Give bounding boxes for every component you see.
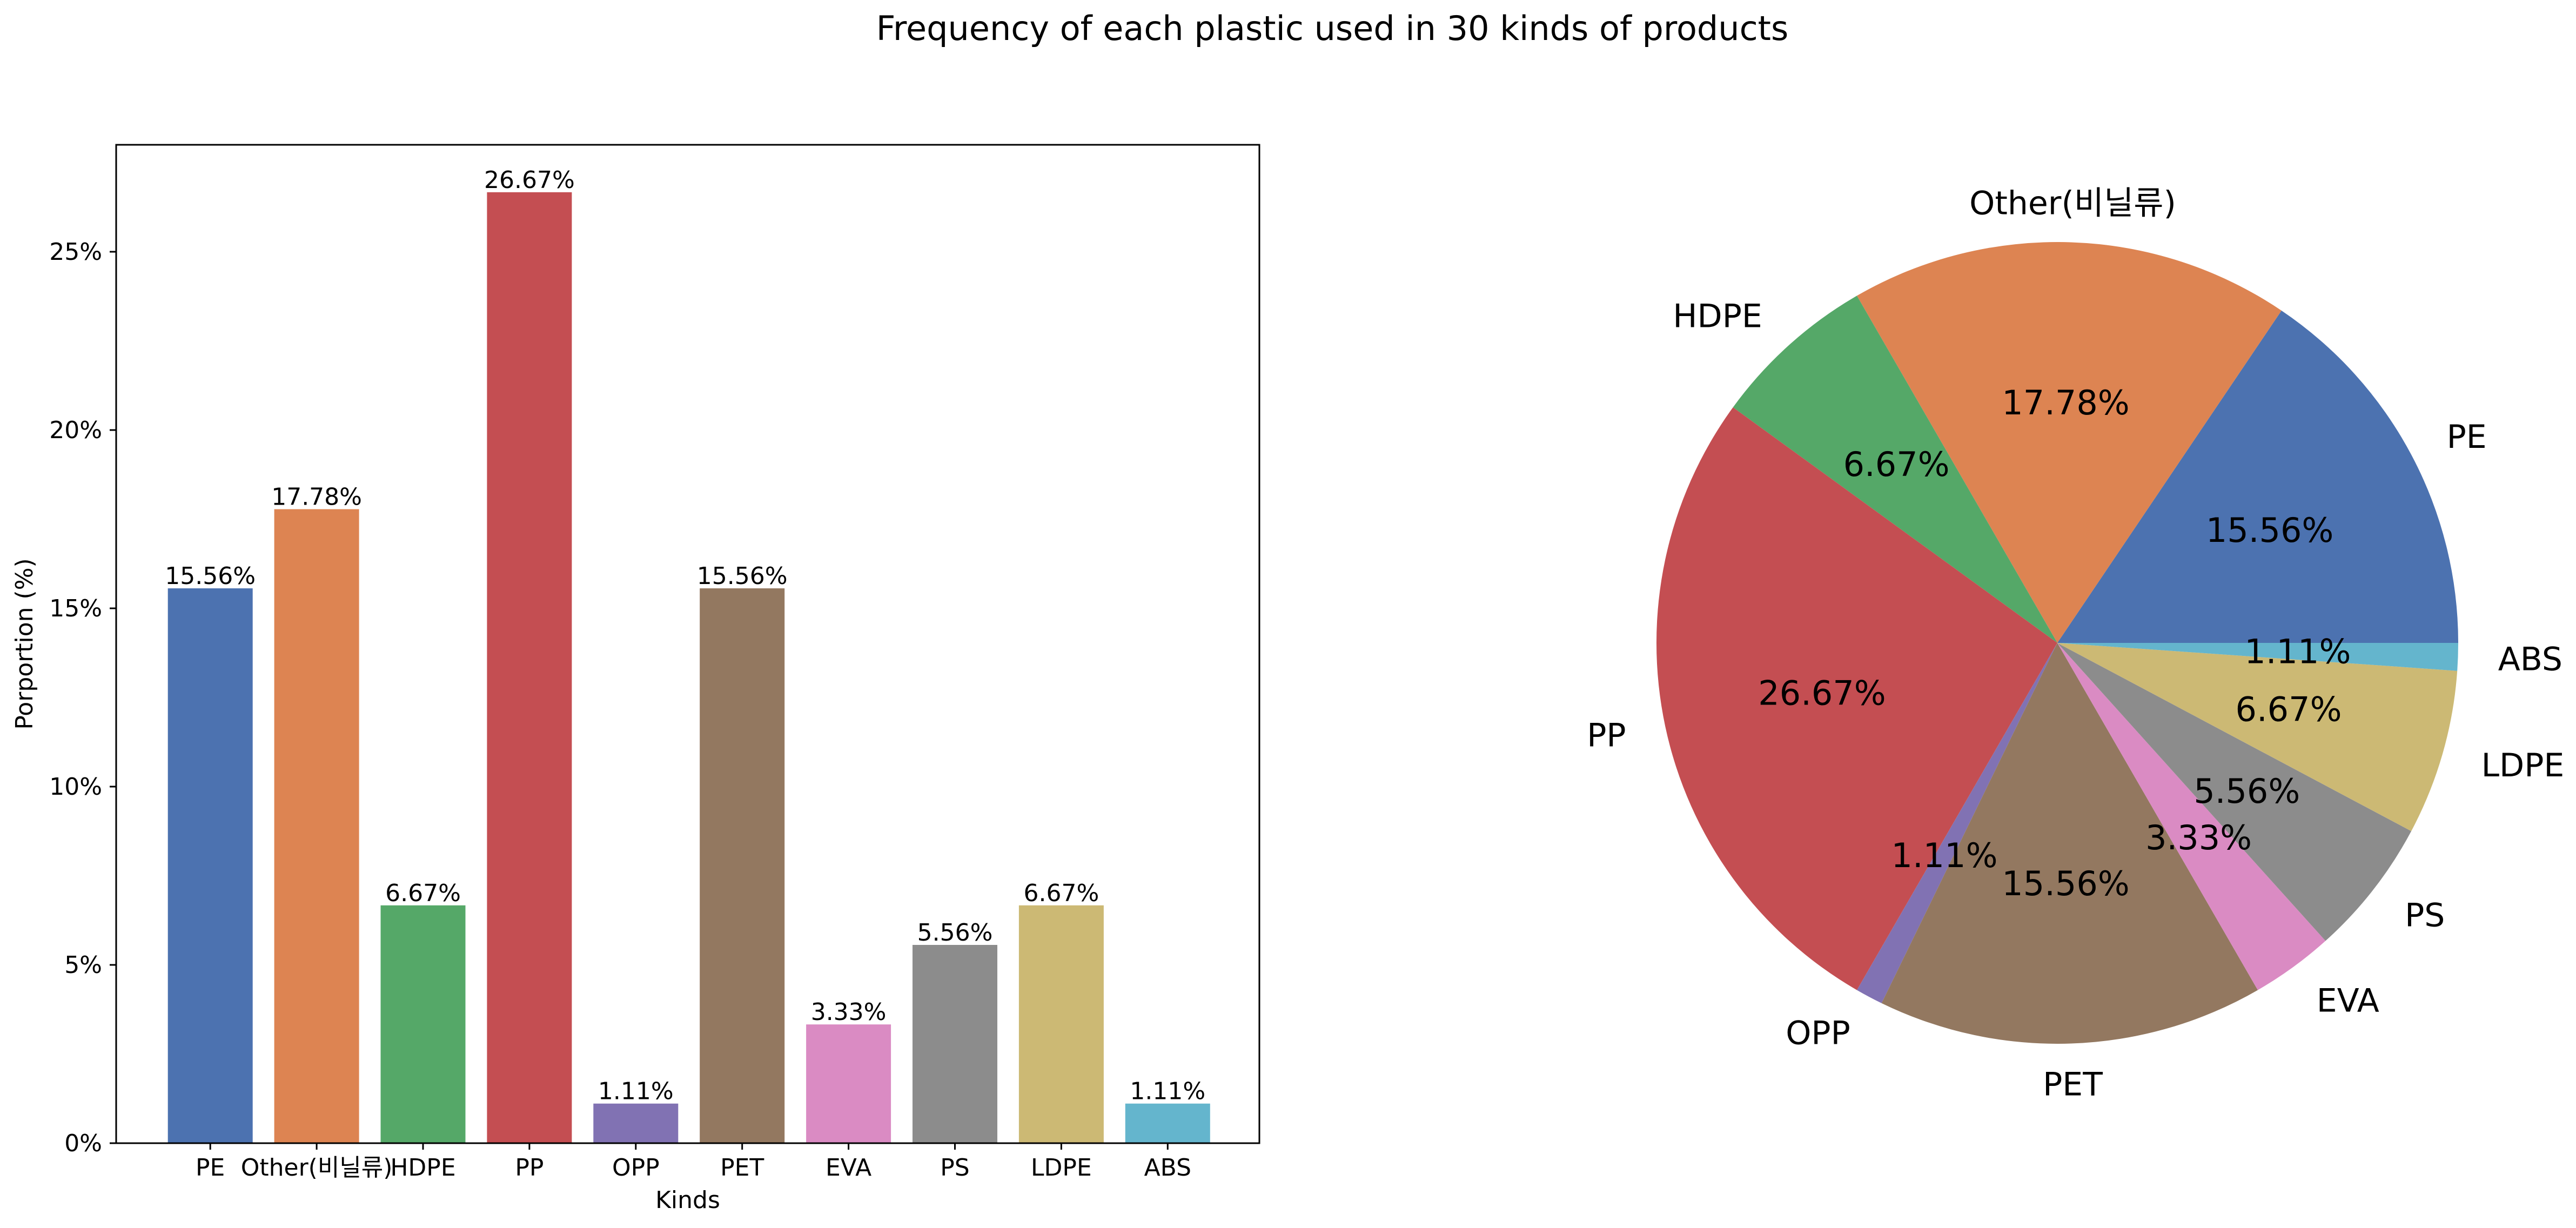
bar-x-tick-label-abs: ABS	[1144, 1154, 1191, 1182]
bar-y-tick-label: 10%	[49, 773, 102, 801]
bar-chart: 15.56% 17.78% 6.67% 26.67% 1.11% 15.56% 3.33% 5…	[11, 144, 1260, 1214]
bar-x-tick-label-hdpe: HDPE	[390, 1154, 455, 1182]
bar-plot-frame	[115, 144, 1260, 1144]
bar-eva	[806, 1024, 891, 1143]
pie-slice-eva	[2057, 643, 2326, 990]
pie-category-label-abs: ABS	[2498, 641, 2562, 679]
bar-x-axis: PE Other(비닐류)HDPE PP OPP PET EVA PS LDPE ABS	[196, 1143, 1191, 1182]
bar-value-label-pe: 15.56%	[165, 562, 256, 590]
bar-x-tick-label-ldpe: LDPE	[1031, 1154, 1092, 1182]
bar-x-tick-label-other: Other(비닐류)	[241, 1154, 393, 1182]
bar-value-label-pet: 15.56%	[697, 562, 788, 590]
bar-value-label-ps: 5.56%	[917, 919, 993, 947]
pie-slice-other	[1857, 242, 2282, 643]
pie-category-label-hdpe: HDPE	[1673, 298, 1762, 335]
bar-hdpe	[380, 905, 466, 1143]
pie-category-label-other: Other(비닐류)	[1969, 184, 2176, 222]
pie-percent-label-eva: 3.33%	[2145, 818, 2252, 857]
bar-abs	[1125, 1103, 1210, 1143]
pie-slice-pet	[1881, 643, 2258, 1044]
bar-y-tick-label: 25%	[49, 238, 102, 266]
bar-value-label-eva: 3.33%	[811, 998, 887, 1026]
bar-pe	[167, 588, 253, 1143]
pie-percent-label-pp: 26.67%	[1758, 674, 1886, 713]
pie-category-label-eva: EVA	[2317, 982, 2379, 1019]
bar-x-axis-title: Kinds	[655, 1186, 720, 1214]
bar-value-label-hdpe: 6.67%	[385, 880, 461, 907]
bar-pet	[700, 588, 785, 1143]
pie-category-labels: PE Other(비닐류) HDPE PP OPP PET EVA PS LDPE ABS	[1587, 184, 2564, 1103]
pie-slice-ldpe	[2057, 643, 2458, 831]
pie-category-label-ps: PS	[2405, 897, 2445, 935]
bar-x-tick-label-ps: PS	[940, 1154, 969, 1182]
bar-x-tick-label-pe: PE	[196, 1154, 225, 1182]
bar-y-axis: 0% 5% 10% 15% 20% 25%	[49, 238, 116, 1157]
bar-y-tick-label: 20%	[49, 417, 102, 444]
bar-opp	[593, 1103, 679, 1143]
bar-series	[167, 192, 1210, 1143]
pie-percent-label-ldpe: 6.67%	[2236, 690, 2342, 729]
bar-x-tick-label-eva: EVA	[826, 1154, 871, 1182]
bar-value-label-abs: 1.11%	[1130, 1078, 1205, 1105]
pie-slice-opp	[1857, 643, 2057, 1003]
bar-x-tick-label-pp: PP	[515, 1154, 544, 1182]
pie-percent-label-opp: 1.11%	[1891, 836, 1998, 875]
bar-x-tick-label-pet: PET	[720, 1154, 764, 1182]
bar-value-label-opp: 1.11%	[598, 1078, 674, 1105]
bar-pp	[487, 192, 572, 1143]
pie-slice-pp	[1656, 407, 2057, 990]
bar-x-tick-label-opp: OPP	[612, 1154, 660, 1182]
pie-percent-label-pet: 15.56%	[2002, 864, 2129, 903]
figure-title: Frequency of each plastic used in 30 kin…	[876, 9, 1789, 48]
bar-y-tick-label: 15%	[49, 595, 102, 622]
pie-chart: 15.56%17.78%6.67%26.67%1.11%15.56%3.33%5…	[1587, 184, 2564, 1103]
pie-slice-ps	[2057, 643, 2412, 941]
pie-percent-label-pe: 15.56%	[2206, 511, 2333, 550]
bar-y-tick-label: 0%	[64, 1130, 102, 1157]
pie-category-label-pp: PP	[1587, 717, 1626, 755]
pie-percent-label-hdpe: 6.67%	[1843, 445, 1950, 484]
bar-other	[274, 509, 359, 1143]
pie-percent-label-abs: 1.11%	[2244, 632, 2351, 672]
pie-percent-label-other: 17.78%	[2002, 383, 2129, 422]
pie-slices	[1656, 242, 2458, 1044]
pie-percent-labels: 15.56%17.78%6.67%26.67%1.11%15.56%3.33%5…	[1758, 383, 2351, 903]
pie-category-label-opp: OPP	[1786, 1015, 1850, 1052]
pie-percent-label-ps: 5.56%	[2193, 771, 2300, 811]
pie-category-label-pe: PE	[2447, 418, 2487, 456]
bar-y-tick-label: 5%	[64, 951, 102, 979]
bar-value-labels: 15.56% 17.78% 6.67% 26.67% 1.11% 15.56% 3.33% 5…	[165, 166, 1205, 1105]
pie-category-label-ldpe: LDPE	[2481, 747, 2565, 784]
bar-value-label-other: 17.78%	[271, 484, 362, 511]
pie-category-label-pet: PET	[2043, 1066, 2103, 1104]
bar-value-label-pp: 26.67%	[484, 166, 575, 194]
bar-y-axis-title: Porportion (%)	[11, 558, 38, 729]
pie-slice-pe	[2057, 310, 2458, 643]
pie-slice-hdpe	[1733, 296, 2057, 643]
bar-value-label-ldpe: 6.67%	[1024, 880, 1099, 907]
pie-slice-abs	[2057, 643, 2458, 671]
bar-ps	[913, 945, 997, 1143]
bar-ldpe	[1018, 905, 1104, 1143]
